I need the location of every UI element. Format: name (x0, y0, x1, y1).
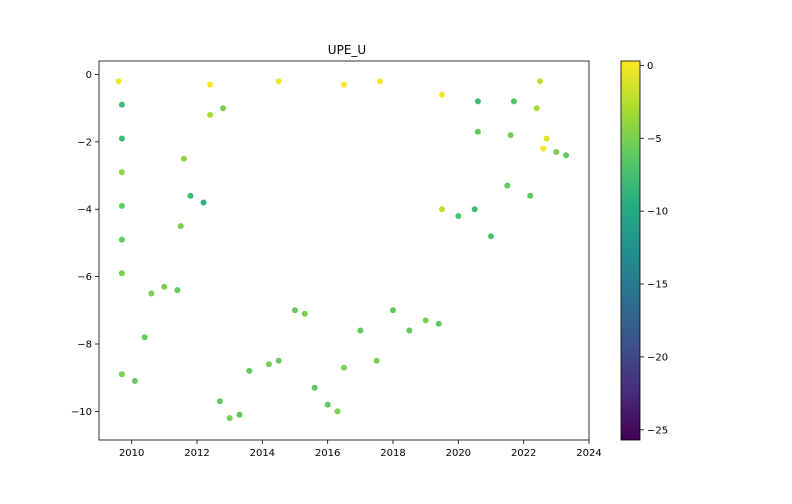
data-point (455, 213, 462, 219)
colorbar-tick-label: −5 (647, 134, 662, 145)
data-point (543, 135, 550, 142)
data-point (118, 135, 125, 142)
x-tick-label: 2012 (184, 448, 209, 459)
data-point (540, 145, 547, 152)
data-point (474, 128, 481, 135)
data-point (187, 192, 194, 199)
plot-background (99, 61, 589, 440)
data-point (507, 132, 514, 139)
y-tick-label: −2 (77, 137, 92, 148)
data-point (216, 398, 223, 405)
colorbar-gradient (620, 60, 641, 441)
data-point (292, 307, 298, 314)
y-tick-label: −4 (77, 205, 92, 216)
data-point (177, 223, 184, 230)
colorbar-tick-label: −25 (647, 425, 668, 436)
data-point (311, 384, 318, 391)
data-point (439, 91, 445, 98)
colorbar-tick-label: 0 (647, 61, 653, 72)
x-tick-label: 2014 (250, 448, 275, 459)
x-tick-label: 2018 (380, 448, 405, 459)
data-point (200, 199, 207, 206)
data-point (265, 361, 272, 368)
y-tick-label: −10 (71, 407, 92, 418)
data-point (435, 320, 442, 327)
data-point (422, 317, 429, 324)
data-point (553, 149, 560, 155)
data-point (474, 98, 481, 105)
data-point (275, 78, 282, 85)
data-point (174, 287, 181, 294)
y-tick-label: −6 (77, 272, 92, 283)
data-point (357, 327, 364, 334)
y-tick-label: −8 (77, 339, 92, 350)
data-point (390, 307, 396, 314)
axes-frame (98, 60, 590, 441)
data-point (533, 105, 540, 112)
x-tick-label: 2010 (119, 448, 144, 459)
data-point (226, 415, 233, 422)
data-point (537, 78, 543, 85)
x-tick-label: 2024 (576, 448, 601, 459)
colorbar-tick-label: −20 (647, 352, 668, 363)
x-tick-label: 2016 (315, 448, 340, 459)
data-point (246, 367, 253, 374)
data-point (118, 270, 125, 277)
data-point (118, 101, 125, 108)
data-point (504, 182, 511, 189)
data-point (563, 152, 570, 159)
data-point (141, 334, 148, 341)
plot-area: 2010 2012 2014 2016 2018 2020 2022 2024 0 −2 −4 −6 −… (71, 60, 602, 459)
colorbar-tick-label: −15 (647, 280, 668, 291)
x-tick-label: 2022 (511, 448, 536, 459)
data-point (180, 155, 187, 162)
data-point (406, 327, 413, 334)
data-point (220, 105, 227, 112)
data-point (118, 371, 125, 378)
data-point (236, 411, 243, 418)
colorbar: 0 −5 −10 −15 −20 −25 (620, 60, 668, 441)
colorbar-tick-label: −10 (647, 207, 668, 218)
data-point (341, 81, 347, 88)
scatter-points (115, 78, 570, 422)
data-point (471, 206, 478, 213)
data-point (510, 98, 517, 105)
data-point (275, 357, 282, 364)
x-tick-label: 2020 (446, 448, 471, 459)
data-point (207, 81, 214, 88)
data-point (324, 401, 331, 408)
data-point (488, 233, 494, 240)
data-point (118, 202, 125, 209)
data-point (118, 169, 125, 176)
data-point (341, 364, 347, 371)
data-point (334, 408, 341, 415)
y-tick-label: 0 (86, 70, 92, 81)
data-point (527, 192, 534, 199)
data-point (376, 78, 383, 85)
data-point (373, 357, 380, 364)
data-point (115, 78, 122, 85)
data-point (161, 283, 168, 290)
data-point (148, 290, 155, 297)
data-point (131, 378, 138, 384)
data-point (301, 310, 308, 317)
data-point (207, 111, 214, 118)
data-point (439, 206, 445, 213)
data-point (118, 236, 125, 243)
chart-title: UPE_U (328, 43, 366, 57)
